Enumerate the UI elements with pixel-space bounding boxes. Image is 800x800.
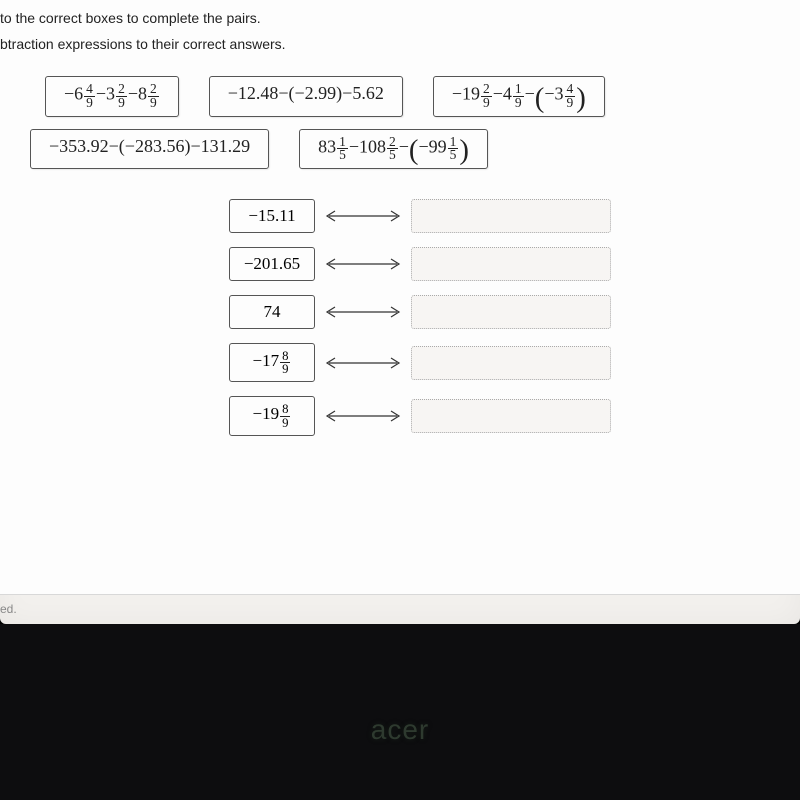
worksheet-content: to the correct boxes to complete the pai… <box>0 0 800 595</box>
answer-box-5: −1989 <box>229 396 315 435</box>
double-arrow-icon <box>323 209 403 223</box>
answer-box-3: 74 <box>229 295 315 329</box>
pair-row-4: −1789 <box>229 343 611 382</box>
answer-box-4: −1789 <box>229 343 315 382</box>
footer-note: ed. <box>0 602 17 616</box>
photo-frame: to the correct boxes to complete the pai… <box>0 0 800 800</box>
expression-row-2: −353.92−(−283.56)−131.29 8315−10825−(−99… <box>0 129 760 170</box>
laptop-brand-logo: acer <box>371 714 429 746</box>
expression-tile-5[interactable]: 8315−10825−(−9915) <box>299 129 488 170</box>
drop-slot-5[interactable] <box>411 399 611 433</box>
answer-box-1: −15.11 <box>229 199 315 233</box>
worksheet-screen: to the correct boxes to complete the pai… <box>0 0 800 624</box>
drop-slot-2[interactable] <box>411 247 611 281</box>
double-arrow-icon <box>323 257 403 271</box>
expression-tile-1[interactable]: −649−329−829 <box>45 76 179 117</box>
drop-slot-1[interactable] <box>411 199 611 233</box>
drop-slot-3[interactable] <box>411 295 611 329</box>
expression-tile-4[interactable]: −353.92−(−283.56)−131.29 <box>30 129 269 170</box>
expression-row-1: −649−329−829 −12.48−(−2.99)−5.62 −1929−4… <box>0 76 760 117</box>
answer-box-2: −201.65 <box>229 247 315 281</box>
double-arrow-icon <box>323 356 403 370</box>
instruction-line-1: to the correct boxes to complete the pai… <box>0 10 760 26</box>
instruction-line-2: btraction expressions to their correct a… <box>0 36 760 52</box>
expression-tile-2[interactable]: −12.48−(−2.99)−5.62 <box>209 76 403 117</box>
expression-tile-3[interactable]: −1929−419−(−349) <box>433 76 605 117</box>
double-arrow-icon <box>323 409 403 423</box>
laptop-base: acer <box>0 624 800 800</box>
pair-row-1: −15.11 <box>229 199 611 233</box>
pair-row-3: 74 <box>229 295 611 329</box>
pair-row-5: −1989 <box>229 396 611 435</box>
drop-slot-4[interactable] <box>411 346 611 380</box>
pair-row-2: −201.65 <box>229 247 611 281</box>
answer-pairs: −15.11 −201.65 <box>0 199 760 435</box>
double-arrow-icon <box>323 305 403 319</box>
